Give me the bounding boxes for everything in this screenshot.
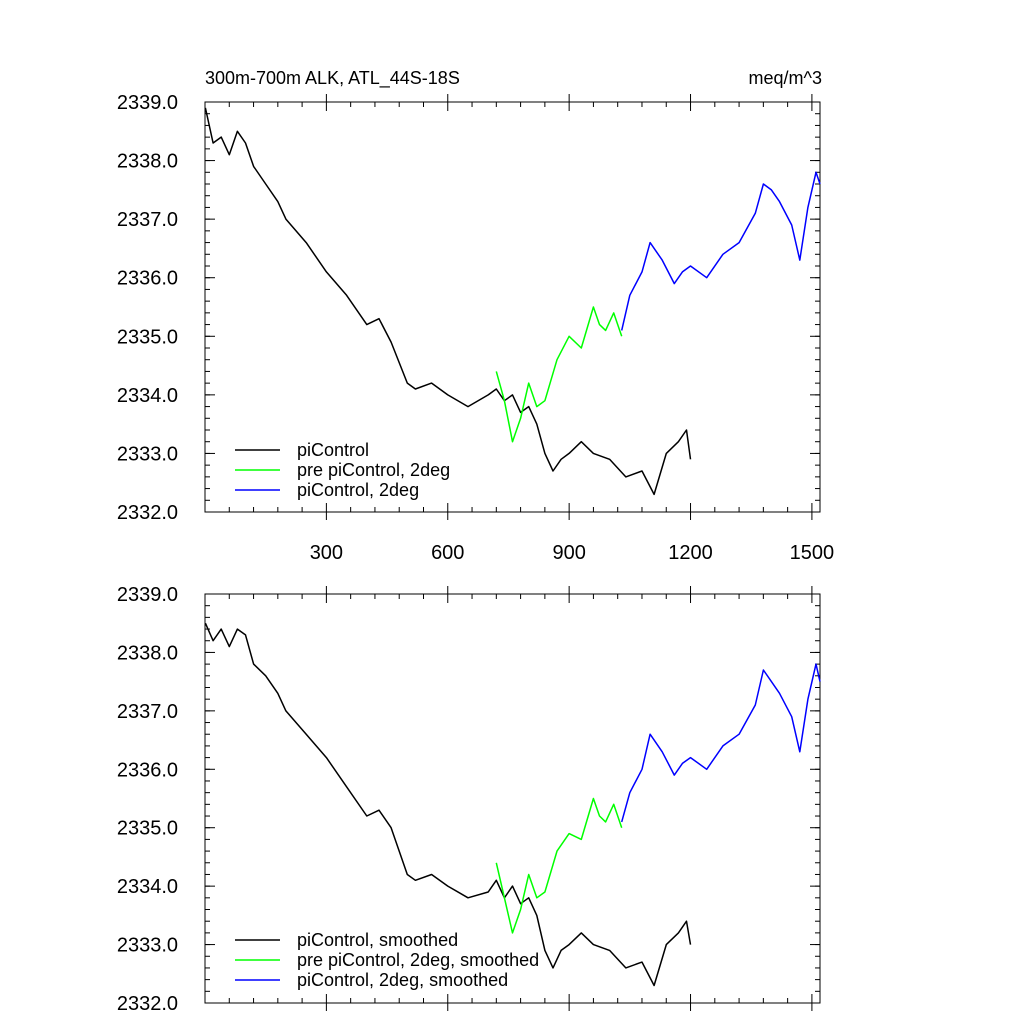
y-tick-label: 2334.0 — [117, 876, 178, 898]
y-tick-label: 2334.0 — [117, 385, 178, 407]
y-tick-label: 2339.0 — [117, 92, 178, 114]
legend-label: piControl, 2deg — [297, 480, 419, 500]
series-line-1 — [495, 797, 623, 934]
y-tick-label: 2338.0 — [117, 151, 178, 173]
y-tick-label: 2336.0 — [117, 268, 178, 290]
x-tick-label: 1500 — [790, 542, 835, 564]
y-tick-label: 2338.0 — [117, 642, 178, 664]
top-panel: 300 600 900 1200 1500 2332.0 2333.0 2334.0 2335.… — [117, 92, 834, 564]
y-tick-label: 2339.0 — [117, 584, 178, 606]
x-tick-label: 1200 — [668, 542, 713, 564]
y-tick-label: 2332.0 — [117, 502, 178, 524]
y-tick-label: 2332.0 — [117, 993, 178, 1015]
plot-frame — [204, 593, 821, 1004]
y-tick-label: 2336.0 — [117, 759, 178, 781]
legend-label: pre piControl, 2deg, smoothed — [297, 950, 539, 970]
legend-label: pre piControl, 2deg — [297, 460, 450, 480]
chart-title: 300m-700m ALK, ATL_44S-18S — [205, 68, 460, 89]
y-tick-label: 2333.0 — [117, 443, 178, 465]
legend-label: piControl, smoothed — [297, 930, 458, 950]
y-tick-label: 2337.0 — [117, 209, 178, 231]
bottom-panel: 2332.0 2333.0 2334.0 2335.0 2336.0 2337.0 2338… — [117, 584, 821, 1015]
series-line-0 — [204, 107, 692, 496]
y-tick-label: 2335.0 — [117, 818, 178, 840]
plot-frame — [204, 101, 821, 513]
chart-units: meq/m^3 — [749, 68, 822, 88]
series-line-2 — [620, 171, 821, 331]
y-tick-label: 2337.0 — [117, 701, 178, 723]
x-tick-label: 900 — [552, 542, 585, 564]
x-tick-label: 300 — [310, 542, 343, 564]
x-tick-label: 600 — [431, 542, 464, 564]
legend-label: piControl, 2deg, smoothed — [297, 970, 508, 990]
y-tick-label: 2335.0 — [117, 326, 178, 348]
y-tick-label: 2333.0 — [117, 935, 178, 957]
series-line-1 — [495, 306, 623, 443]
series-line-2 — [620, 663, 821, 823]
legend-label: piControl — [297, 440, 369, 460]
series-line-0 — [204, 622, 692, 987]
